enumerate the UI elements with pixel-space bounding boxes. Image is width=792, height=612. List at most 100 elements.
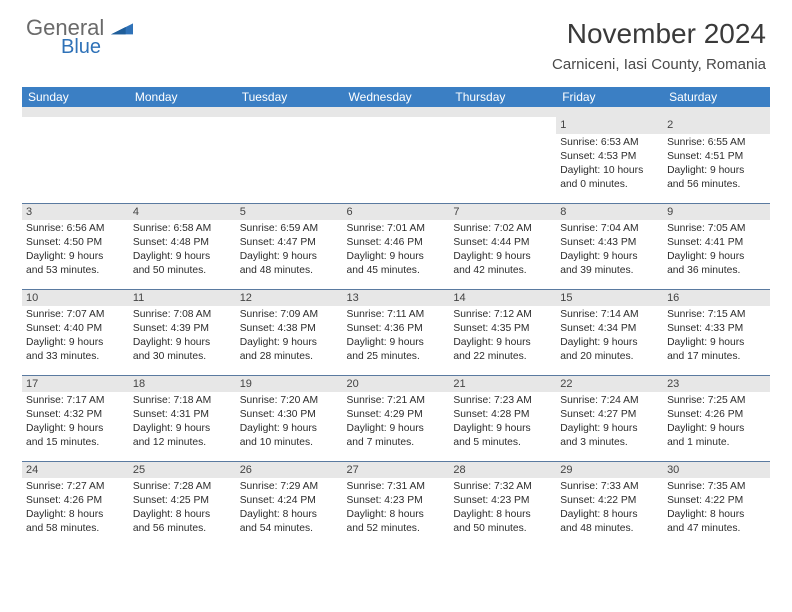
page-title: November 2024	[552, 18, 766, 50]
day-number: 16	[663, 290, 770, 307]
day-number: 12	[236, 290, 343, 307]
day-details: Sunrise: 7:08 AMSunset: 4:39 PMDaylight:…	[129, 306, 236, 368]
day-number: 29	[556, 462, 663, 479]
calendar-cell: 26Sunrise: 7:29 AMSunset: 4:24 PMDayligh…	[236, 461, 343, 547]
calendar-row: 24Sunrise: 7:27 AMSunset: 4:26 PMDayligh…	[22, 461, 770, 547]
day-number: 10	[22, 290, 129, 307]
day-details: Sunrise: 7:24 AMSunset: 4:27 PMDaylight:…	[556, 392, 663, 454]
calendar-cell: 20Sunrise: 7:21 AMSunset: 4:29 PMDayligh…	[343, 375, 450, 461]
logo: General Blue	[26, 18, 133, 57]
day-details: Sunrise: 6:55 AMSunset: 4:51 PMDaylight:…	[663, 134, 770, 196]
calendar-cell: 24Sunrise: 7:27 AMSunset: 4:26 PMDayligh…	[22, 461, 129, 547]
weekday-header: Thursday	[449, 87, 556, 107]
day-number: 7	[449, 204, 556, 221]
calendar-cell: 10Sunrise: 7:07 AMSunset: 4:40 PMDayligh…	[22, 289, 129, 375]
calendar-cell: 27Sunrise: 7:31 AMSunset: 4:23 PMDayligh…	[343, 461, 450, 547]
calendar-cell: .	[129, 117, 236, 203]
day-number: 2	[663, 117, 770, 134]
day-details: Sunrise: 7:09 AMSunset: 4:38 PMDaylight:…	[236, 306, 343, 368]
weekday-row: SundayMondayTuesdayWednesdayThursdayFrid…	[22, 87, 770, 107]
day-details: Sunrise: 7:17 AMSunset: 4:32 PMDaylight:…	[22, 392, 129, 454]
weekday-header: Friday	[556, 87, 663, 107]
calendar-cell: .	[236, 117, 343, 203]
day-details: Sunrise: 7:02 AMSunset: 4:44 PMDaylight:…	[449, 220, 556, 282]
day-number: 13	[343, 290, 450, 307]
day-details: Sunrise: 7:29 AMSunset: 4:24 PMDaylight:…	[236, 478, 343, 540]
calendar-row: 3Sunrise: 6:56 AMSunset: 4:50 PMDaylight…	[22, 203, 770, 289]
day-number: 25	[129, 462, 236, 479]
calendar-cell: 1Sunrise: 6:53 AMSunset: 4:53 PMDaylight…	[556, 117, 663, 203]
day-number: 15	[556, 290, 663, 307]
day-details: Sunrise: 7:07 AMSunset: 4:40 PMDaylight:…	[22, 306, 129, 368]
header: General Blue November 2024 Carniceni, Ia…	[0, 0, 792, 79]
calendar-cell: 4Sunrise: 6:58 AMSunset: 4:48 PMDaylight…	[129, 203, 236, 289]
day-details: Sunrise: 6:53 AMSunset: 4:53 PMDaylight:…	[556, 134, 663, 196]
calendar-cell: 12Sunrise: 7:09 AMSunset: 4:38 PMDayligh…	[236, 289, 343, 375]
calendar-cell: 28Sunrise: 7:32 AMSunset: 4:23 PMDayligh…	[449, 461, 556, 547]
day-number: 19	[236, 376, 343, 393]
day-details: Sunrise: 7:05 AMSunset: 4:41 PMDaylight:…	[663, 220, 770, 282]
calendar-cell: 29Sunrise: 7:33 AMSunset: 4:22 PMDayligh…	[556, 461, 663, 547]
calendar-cell: 16Sunrise: 7:15 AMSunset: 4:33 PMDayligh…	[663, 289, 770, 375]
logo-text-wrap: General Blue	[26, 18, 133, 57]
day-details: Sunrise: 7:14 AMSunset: 4:34 PMDaylight:…	[556, 306, 663, 368]
day-number: 8	[556, 204, 663, 221]
weekday-header: Wednesday	[343, 87, 450, 107]
day-details: Sunrise: 6:59 AMSunset: 4:47 PMDaylight:…	[236, 220, 343, 282]
day-details: Sunrise: 7:15 AMSunset: 4:33 PMDaylight:…	[663, 306, 770, 368]
calendar-cell: 9Sunrise: 7:05 AMSunset: 4:41 PMDaylight…	[663, 203, 770, 289]
calendar-cell: 3Sunrise: 6:56 AMSunset: 4:50 PMDaylight…	[22, 203, 129, 289]
day-details: Sunrise: 7:27 AMSunset: 4:26 PMDaylight:…	[22, 478, 129, 540]
day-details: Sunrise: 7:32 AMSunset: 4:23 PMDaylight:…	[449, 478, 556, 540]
day-number: 23	[663, 376, 770, 393]
day-details: Sunrise: 7:20 AMSunset: 4:30 PMDaylight:…	[236, 392, 343, 454]
day-number: 1	[556, 117, 663, 134]
weekday-header: Saturday	[663, 87, 770, 107]
calendar-cell: 8Sunrise: 7:04 AMSunset: 4:43 PMDaylight…	[556, 203, 663, 289]
day-details: Sunrise: 7:35 AMSunset: 4:22 PMDaylight:…	[663, 478, 770, 540]
calendar-body: .....1Sunrise: 6:53 AMSunset: 4:53 PMDay…	[22, 107, 770, 547]
day-number: 17	[22, 376, 129, 393]
calendar-cell: 21Sunrise: 7:23 AMSunset: 4:28 PMDayligh…	[449, 375, 556, 461]
day-details: Sunrise: 7:18 AMSunset: 4:31 PMDaylight:…	[129, 392, 236, 454]
day-number: 11	[129, 290, 236, 307]
weekday-header: Tuesday	[236, 87, 343, 107]
weekday-header: Sunday	[22, 87, 129, 107]
day-details: Sunrise: 7:23 AMSunset: 4:28 PMDaylight:…	[449, 392, 556, 454]
day-details: Sunrise: 7:31 AMSunset: 4:23 PMDaylight:…	[343, 478, 450, 540]
day-details: Sunrise: 7:11 AMSunset: 4:36 PMDaylight:…	[343, 306, 450, 368]
day-number: 22	[556, 376, 663, 393]
day-number: 4	[129, 204, 236, 221]
calendar-cell: 30Sunrise: 7:35 AMSunset: 4:22 PMDayligh…	[663, 461, 770, 547]
weekday-header: Monday	[129, 87, 236, 107]
day-details: Sunrise: 7:04 AMSunset: 4:43 PMDaylight:…	[556, 220, 663, 282]
day-number: 3	[22, 204, 129, 221]
calendar-cell: 5Sunrise: 6:59 AMSunset: 4:47 PMDaylight…	[236, 203, 343, 289]
logo-text-blue: Blue	[25, 36, 101, 58]
day-details: Sunrise: 7:33 AMSunset: 4:22 PMDaylight:…	[556, 478, 663, 540]
day-number: 21	[449, 376, 556, 393]
day-details: Sunrise: 7:01 AMSunset: 4:46 PMDaylight:…	[343, 220, 450, 282]
day-details: Sunrise: 7:21 AMSunset: 4:29 PMDaylight:…	[343, 392, 450, 454]
calendar-table: SundayMondayTuesdayWednesdayThursdayFrid…	[22, 87, 770, 547]
calendar-cell: 22Sunrise: 7:24 AMSunset: 4:27 PMDayligh…	[556, 375, 663, 461]
calendar-cell: 17Sunrise: 7:17 AMSunset: 4:32 PMDayligh…	[22, 375, 129, 461]
day-number: 27	[343, 462, 450, 479]
day-details: Sunrise: 6:58 AMSunset: 4:48 PMDaylight:…	[129, 220, 236, 282]
calendar-cell: 11Sunrise: 7:08 AMSunset: 4:39 PMDayligh…	[129, 289, 236, 375]
day-number: 28	[449, 462, 556, 479]
calendar-head: SundayMondayTuesdayWednesdayThursdayFrid…	[22, 87, 770, 107]
calendar-row: 10Sunrise: 7:07 AMSunset: 4:40 PMDayligh…	[22, 289, 770, 375]
calendar-cell: 7Sunrise: 7:02 AMSunset: 4:44 PMDaylight…	[449, 203, 556, 289]
calendar-cell: .	[343, 117, 450, 203]
calendar-cell: 15Sunrise: 7:14 AMSunset: 4:34 PMDayligh…	[556, 289, 663, 375]
spacer-row	[22, 107, 770, 117]
calendar-row: .....1Sunrise: 6:53 AMSunset: 4:53 PMDay…	[22, 117, 770, 203]
page-subtitle: Carniceni, Iasi County, Romania	[552, 56, 766, 73]
logo-triangle-icon	[111, 19, 133, 35]
calendar-cell: 6Sunrise: 7:01 AMSunset: 4:46 PMDaylight…	[343, 203, 450, 289]
day-number: 26	[236, 462, 343, 479]
day-number: 6	[343, 204, 450, 221]
calendar-cell: 14Sunrise: 7:12 AMSunset: 4:35 PMDayligh…	[449, 289, 556, 375]
calendar-cell: 2Sunrise: 6:55 AMSunset: 4:51 PMDaylight…	[663, 117, 770, 203]
